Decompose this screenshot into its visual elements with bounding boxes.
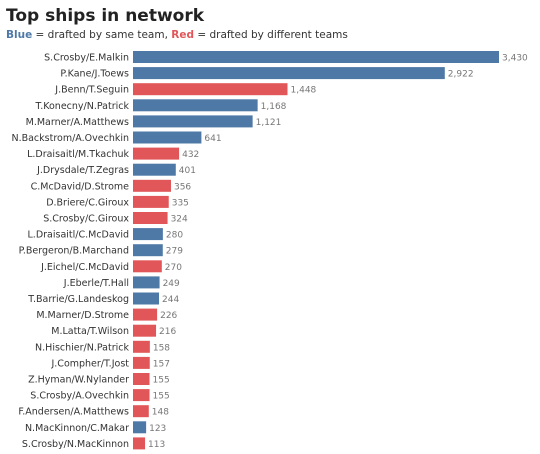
category-label: T.Konecny/N.Patrick	[35, 101, 130, 112]
value-label: 249	[163, 279, 180, 289]
bar[interactable]	[133, 356, 150, 369]
category-label: J.Benn/T.Seguin	[54, 85, 129, 96]
value-label: 216	[159, 327, 176, 337]
bar[interactable]	[133, 147, 180, 160]
category-label: S.Crosby/A.Ovechkin	[30, 391, 129, 402]
category-label: M.Marner/A.Matthews	[26, 117, 129, 128]
category-label: M.Latta/T.Wilson	[51, 326, 129, 337]
chart-subtitle: Blue = drafted by same team, Red = draft…	[6, 29, 348, 41]
bar[interactable]	[133, 421, 147, 434]
bar[interactable]	[133, 276, 160, 289]
bar[interactable]	[133, 131, 202, 144]
value-label: 155	[153, 376, 170, 386]
bar[interactable]	[133, 51, 499, 63]
category-label: F.Andersen/A.Matthews	[18, 407, 129, 418]
value-label: 157	[153, 359, 170, 369]
value-label: 432	[182, 150, 199, 160]
chart-title: Top ships in network	[6, 6, 205, 26]
category-label: N.Hischier/N.Patrick	[35, 342, 129, 353]
legend-red-word: Red	[171, 29, 194, 41]
category-label: J.Drysdale/T.Zegras	[36, 165, 129, 176]
category-label: M.Marner/D.Strome	[36, 310, 129, 321]
value-label: 3,430	[502, 54, 528, 64]
value-label: 335	[172, 198, 189, 208]
value-label: 356	[174, 182, 191, 192]
category-label: P.Kane/J.Toews	[60, 69, 129, 80]
value-label: 279	[166, 247, 183, 257]
category-label: N.Backstrom/A.Ovechkin	[11, 133, 129, 144]
value-label: 2,922	[448, 70, 474, 80]
value-label: 324	[171, 215, 188, 225]
category-label: C.McDavid/D.Strome	[31, 181, 130, 192]
value-label: 270	[165, 263, 182, 273]
value-label: 158	[153, 343, 170, 353]
category-label: S.Crosby/C.Giroux	[43, 214, 129, 225]
value-label: 244	[162, 295, 179, 305]
bar[interactable]	[133, 228, 163, 241]
value-label: 1,448	[291, 86, 317, 96]
bar[interactable]	[133, 244, 163, 257]
category-label: L.Draisaitl/M.Tkachuk	[27, 149, 129, 160]
value-label: 1,121	[256, 118, 282, 128]
bar[interactable]	[133, 83, 288, 96]
category-label: L.Draisaitl/C.McDavid	[28, 230, 129, 241]
category-label: S.Crosby/E.Malkin	[44, 53, 129, 64]
bar[interactable]	[133, 292, 160, 305]
category-label: D.Briere/C.Giroux	[46, 197, 129, 208]
bar[interactable]	[133, 99, 258, 112]
value-label: 641	[204, 134, 221, 144]
bar[interactable]	[133, 373, 150, 385]
value-label: 280	[166, 231, 183, 241]
value-label: 123	[149, 424, 166, 434]
value-label: 148	[152, 408, 169, 418]
legend-blue-word: Blue	[6, 29, 33, 41]
legend-blue-text: = drafted by same team,	[32, 29, 172, 41]
bar[interactable]	[133, 67, 445, 80]
category-label: J.Eberle/T.Hall	[63, 278, 129, 289]
legend-red-text: = drafted by different teams	[193, 29, 348, 41]
value-label: 155	[153, 392, 170, 402]
bar[interactable]	[133, 195, 169, 208]
bar[interactable]	[133, 340, 150, 353]
category-label: T.Barrie/G.Landeskog	[27, 294, 129, 305]
bar[interactable]	[133, 308, 158, 321]
bar[interactable]	[133, 179, 171, 192]
value-label: 1,168	[261, 102, 287, 112]
bar[interactable]	[133, 405, 149, 418]
bar[interactable]	[133, 437, 146, 450]
bar[interactable]	[133, 115, 253, 128]
bar[interactable]	[133, 212, 168, 224]
category-label: Z.Hyman/W.Nylander	[28, 375, 129, 386]
value-label: 113	[148, 440, 165, 450]
category-label: S.Crosby/N.MacKinnon	[22, 439, 129, 450]
value-label: 226	[160, 311, 177, 321]
bar[interactable]	[133, 389, 150, 402]
category-label: J.Compher/T.Jost	[50, 358, 129, 369]
bar[interactable]	[133, 260, 162, 273]
category-label: J.Eichel/C.McDavid	[40, 262, 129, 273]
bar[interactable]	[133, 324, 157, 337]
bar[interactable]	[133, 163, 176, 176]
value-label: 401	[179, 166, 196, 176]
category-label: N.MacKinnon/C.Makar	[25, 423, 129, 434]
category-label: P.Bergeron/B.Marchand	[19, 246, 129, 257]
